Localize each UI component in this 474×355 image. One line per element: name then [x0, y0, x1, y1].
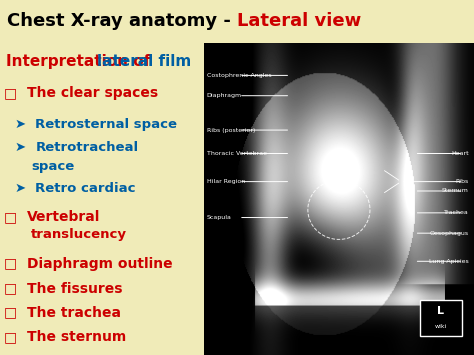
Text: □: □ — [4, 86, 17, 100]
Text: space: space — [31, 160, 74, 173]
Text: Sternum: Sternum — [442, 189, 469, 193]
Text: Hilar Region: Hilar Region — [207, 179, 245, 184]
Text: Lateral view: Lateral view — [237, 12, 361, 30]
Text: Scapula: Scapula — [207, 215, 231, 220]
Text: The fissures: The fissures — [27, 282, 123, 296]
Text: The trachea: The trachea — [27, 306, 121, 320]
Text: Chest X-ray anatomy -: Chest X-ray anatomy - — [7, 12, 237, 30]
Text: □: □ — [4, 282, 17, 296]
Text: lateral film: lateral film — [97, 54, 191, 69]
Text: Lung Apicies: Lung Apicies — [429, 259, 469, 264]
Text: Diaphragm outline: Diaphragm outline — [27, 257, 173, 271]
Text: Oesophagus: Oesophagus — [429, 231, 469, 236]
Text: Trachea: Trachea — [444, 211, 469, 215]
Text: □: □ — [4, 306, 17, 320]
Text: Diaphragm: Diaphragm — [207, 93, 242, 98]
Text: Vertebral: Vertebral — [27, 210, 100, 224]
Text: Thoracic Vertebrae: Thoracic Vertebrae — [207, 151, 266, 156]
Bar — [420, 300, 462, 336]
Text: □: □ — [4, 330, 17, 344]
Text: ➤: ➤ — [15, 118, 26, 131]
Text: Costophrenic Angles: Costophrenic Angles — [207, 73, 271, 78]
Text: Interpretation of: Interpretation of — [6, 54, 156, 69]
Text: Retro cardiac: Retro cardiac — [36, 182, 136, 195]
Text: The sternum: The sternum — [27, 330, 127, 344]
Text: ➤: ➤ — [15, 182, 26, 195]
Text: Heart: Heart — [451, 151, 469, 156]
Text: The clear spaces: The clear spaces — [27, 86, 158, 100]
Text: □: □ — [4, 257, 17, 271]
Text: wiki: wiki — [435, 324, 447, 329]
Text: Ribs (posterior): Ribs (posterior) — [207, 127, 255, 132]
Text: □: □ — [4, 210, 17, 224]
Text: Retrosternal space: Retrosternal space — [36, 118, 177, 131]
Text: L: L — [438, 306, 444, 316]
Text: translucency: translucency — [31, 229, 128, 241]
Text: Ribs: Ribs — [456, 179, 469, 184]
Text: ➤: ➤ — [15, 141, 26, 154]
Text: Retrotracheal: Retrotracheal — [36, 141, 138, 154]
